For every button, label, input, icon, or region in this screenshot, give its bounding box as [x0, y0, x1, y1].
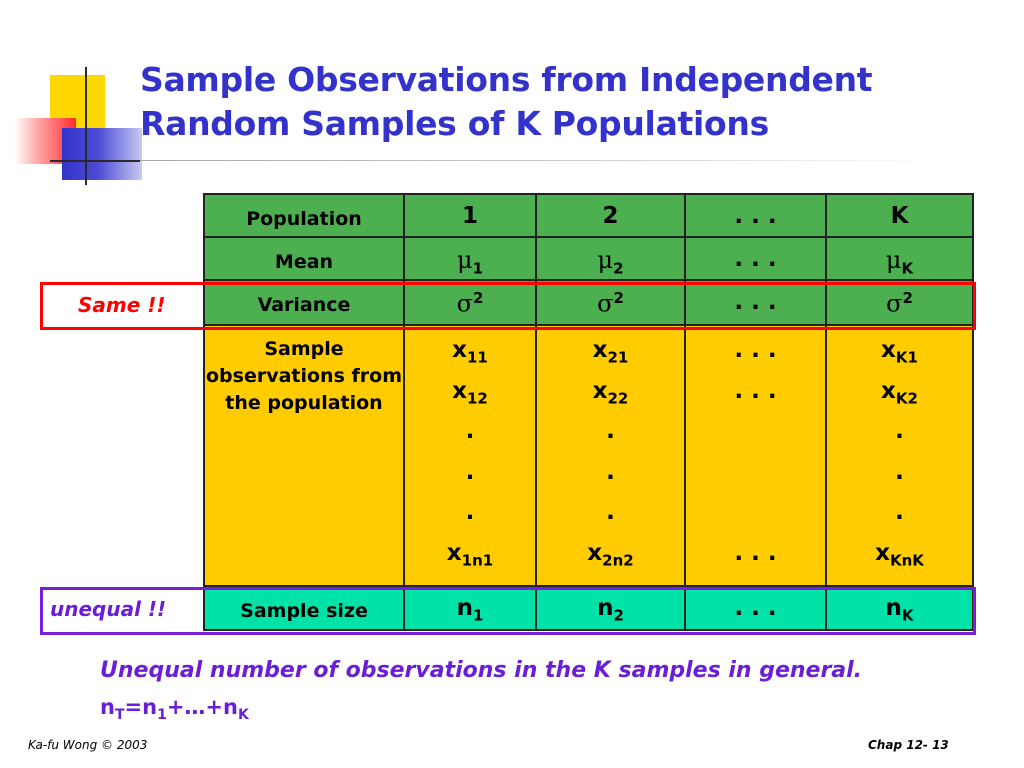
- unequal-note: unequal !!: [50, 597, 167, 621]
- title-divider: [140, 160, 940, 161]
- same-note: Same !!: [78, 293, 166, 317]
- logo-vertical-line: [85, 67, 87, 185]
- cell-observations-1: x11 x12 . . . x1n1: [403, 324, 537, 587]
- slide-title-line2: Random Samples of K Populations: [140, 104, 769, 143]
- table-row-population: Population 1 2 . . . K: [203, 193, 974, 238]
- cell-variance-dots: . . .: [684, 279, 827, 326]
- cell-population-label: Population: [203, 193, 405, 238]
- cell-sample-size-label: Sample size: [203, 585, 405, 631]
- cell-observations-label: Sample observations from the population: [203, 324, 405, 587]
- cell-sample-size-2: n2: [535, 585, 686, 631]
- cell-population-2: 2: [535, 193, 686, 238]
- cell-variance-1: σ2: [403, 279, 537, 326]
- cell-mean-k: μK: [825, 236, 974, 281]
- cell-sample-size-1: n1: [403, 585, 537, 631]
- cell-variance-k: σ2: [825, 279, 974, 326]
- unequal-observations-text: Unequal number of observations in the K …: [100, 658, 863, 683]
- cell-variance-2: σ2: [535, 279, 686, 326]
- slide-title-line1: Sample Observations from Independent: [140, 60, 873, 99]
- cell-mean-dots: . . .: [684, 236, 827, 281]
- logo-horizontal-line: [50, 160, 140, 162]
- unequal-highlight-box: [40, 587, 976, 635]
- table-row-observations: Sample observations from the population …: [203, 324, 974, 587]
- table-row-variance: Variance σ2 σ2 . . . σ2: [203, 279, 974, 326]
- cell-observations-k: xK1 xK2 . . . xKnK: [825, 324, 974, 587]
- same-highlight-box: [40, 282, 976, 330]
- cell-mean-label: Mean: [203, 236, 405, 281]
- cell-observations-dots: . . . . . . . . .: [684, 324, 827, 587]
- cell-variance-label: Variance: [203, 279, 405, 326]
- cell-sample-size-k: nK: [825, 585, 974, 631]
- total-size-formula: nT=n1+…+nK: [100, 695, 249, 724]
- slide-title: Sample Observations from Independent Ran…: [140, 58, 1000, 146]
- populations-table: Population 1 2 . . . K Mean μ1 μ2 . . . …: [203, 193, 974, 631]
- cell-observations-2: x21 x22 . . . x2n2: [535, 324, 686, 587]
- logo-blue-gradient-square: [62, 128, 142, 180]
- cell-population-1: 1: [403, 193, 537, 238]
- footer-author: Ka-fu Wong © 2003: [28, 738, 148, 752]
- footer-page-number: Chap 12- 13: [868, 738, 949, 752]
- cell-population-k: K: [825, 193, 974, 238]
- cell-mean-2: μ2: [535, 236, 686, 281]
- cell-mean-1: μ1: [403, 236, 537, 281]
- table-row-mean: Mean μ1 μ2 . . . μK: [203, 236, 974, 281]
- cell-population-dots: . . .: [684, 193, 827, 238]
- table-row-sample-size: Sample size n1 n2 . . . nK: [203, 585, 974, 631]
